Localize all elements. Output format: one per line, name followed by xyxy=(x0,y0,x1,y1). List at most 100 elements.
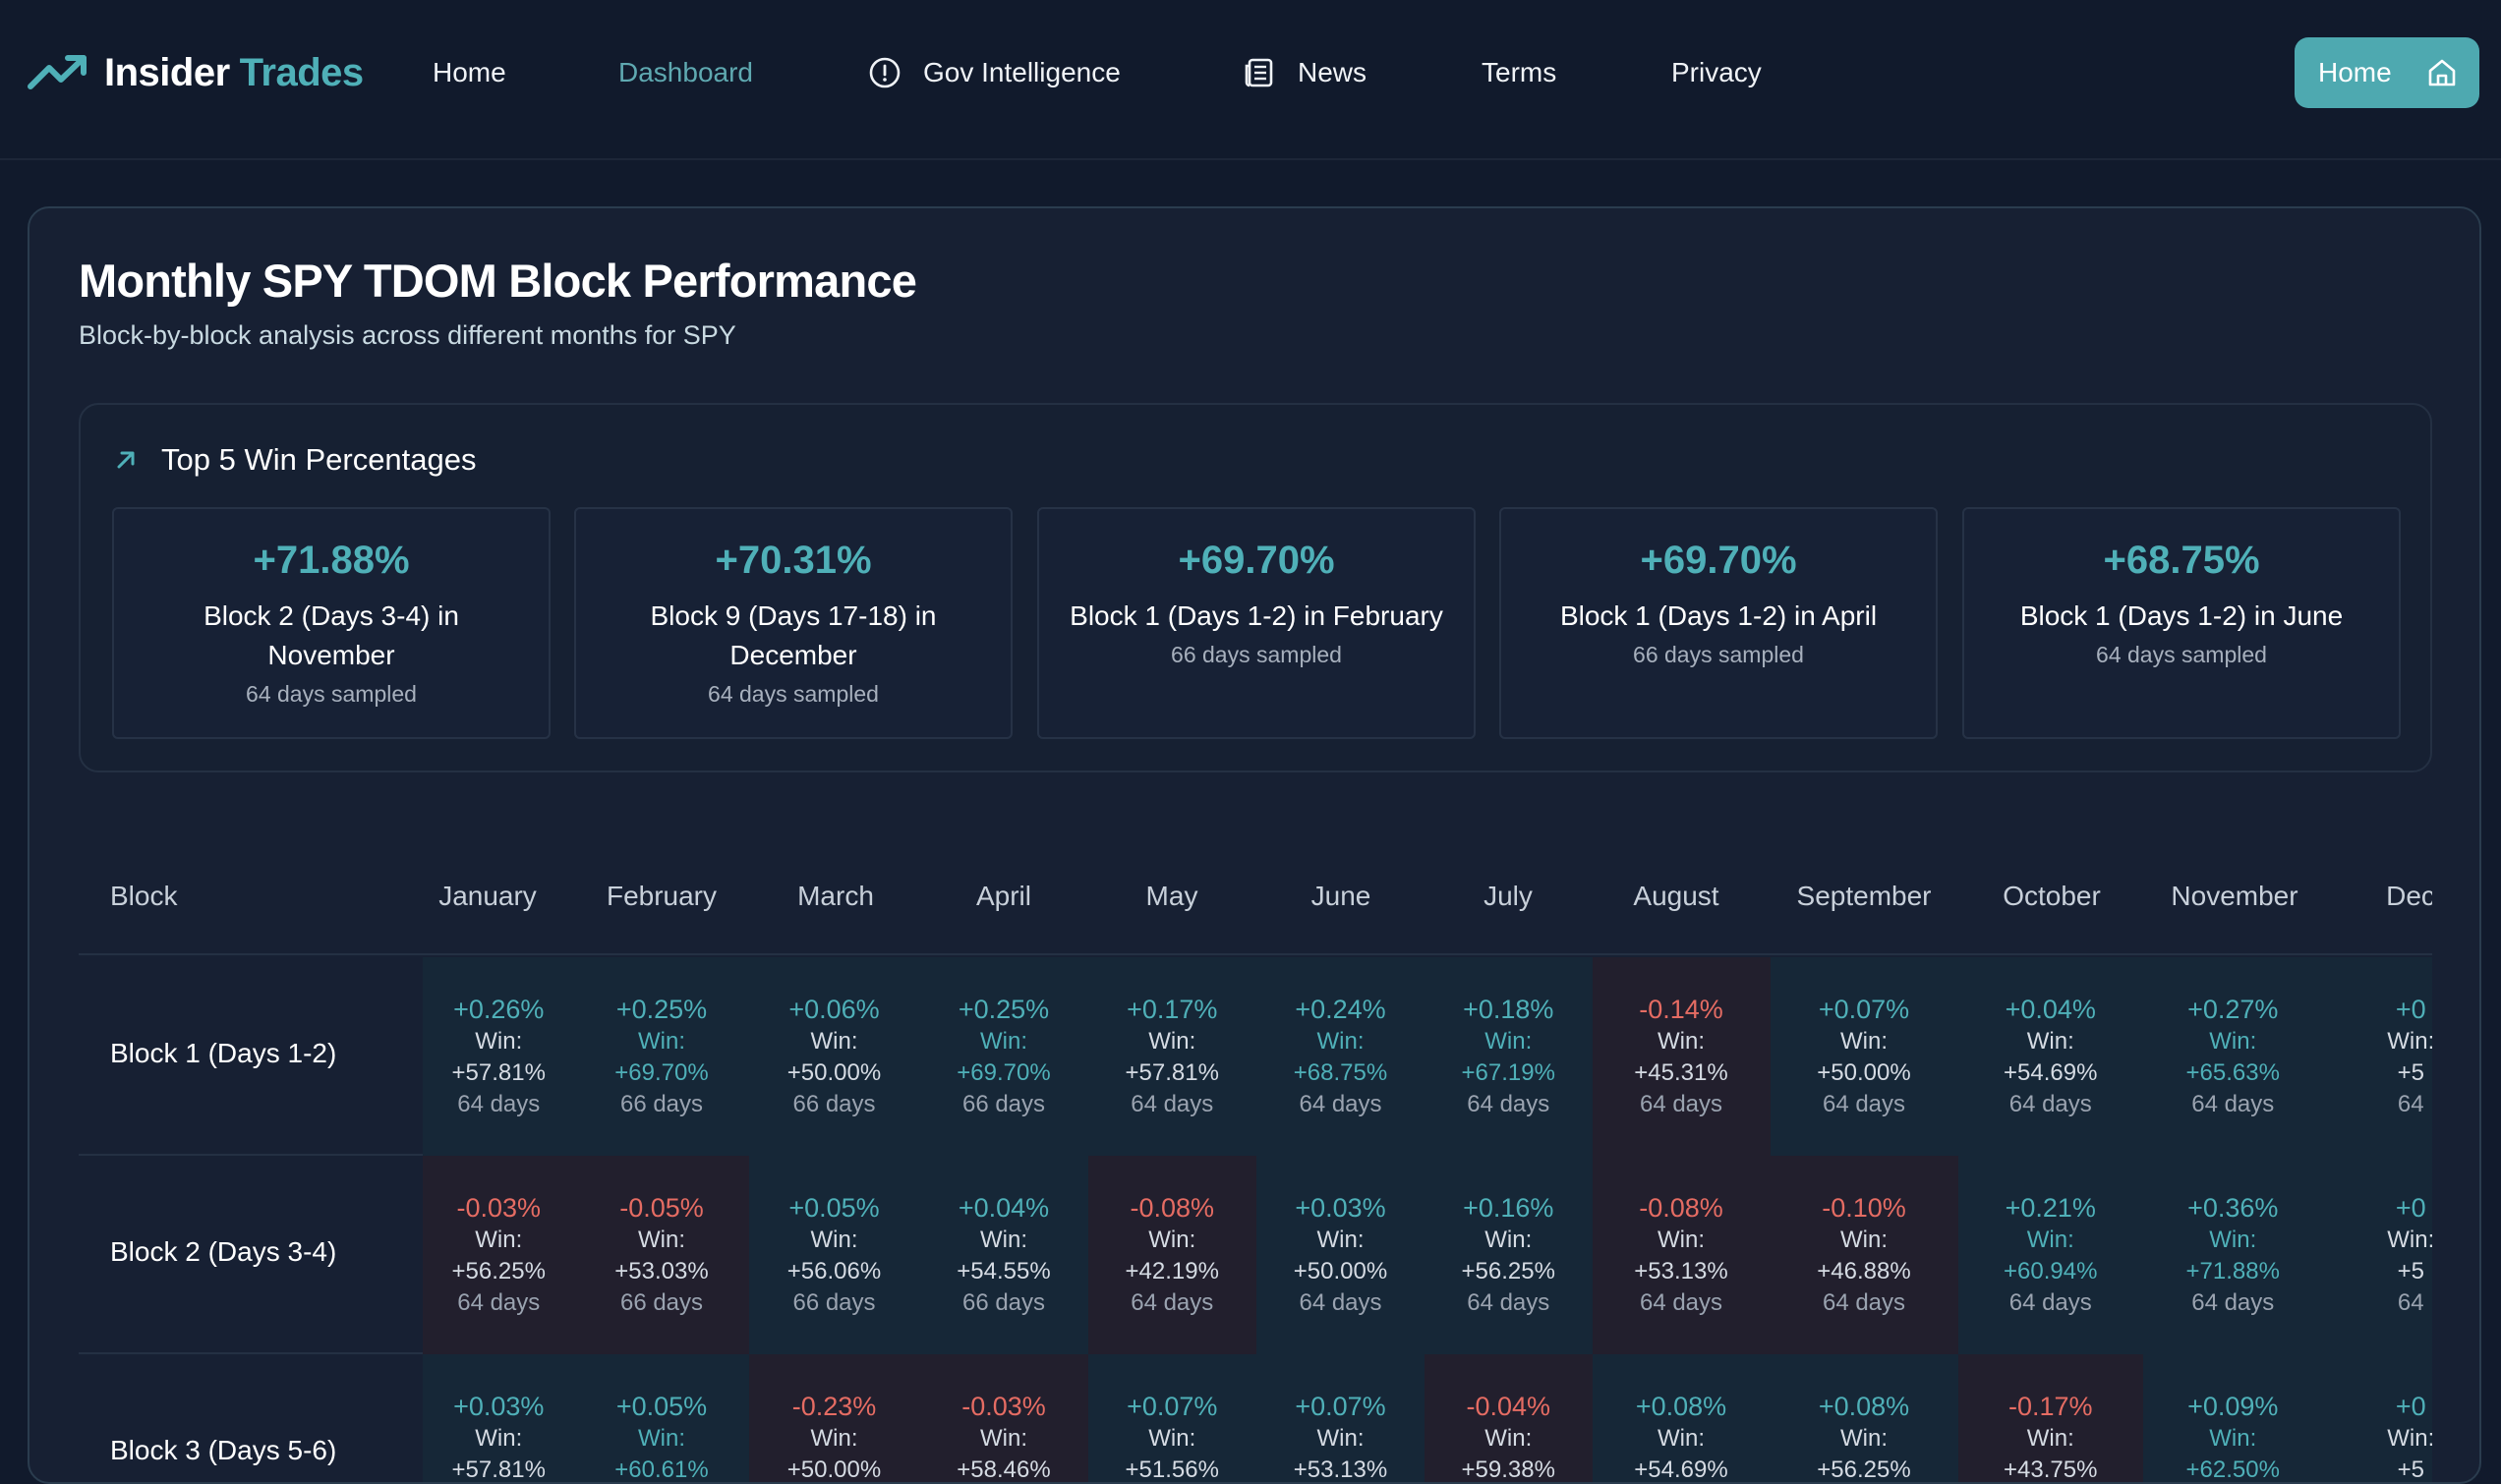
nav-link-label: Privacy xyxy=(1671,57,1762,87)
cell-return: -0.04% xyxy=(1466,1392,1551,1421)
cell-days: 66 days xyxy=(792,1091,876,1117)
column-header-month: May xyxy=(1145,881,1198,911)
cell-win-label: Win: xyxy=(810,1227,858,1253)
cell-days: 64 xyxy=(2397,1091,2424,1117)
column-header-month: January xyxy=(438,881,537,911)
table-cell: -0.03%Win:+58.46%65 days xyxy=(919,1354,1088,1482)
table-row: Block 1 (Days 1-2) +0.26% Win: +57.81% 64 da… xyxy=(79,957,2432,1156)
cell-win-label: Win: xyxy=(1658,1425,1705,1452)
nav-link-privacy[interactable]: Privacy xyxy=(1671,53,1762,92)
brand-name-primary: Insider xyxy=(104,50,230,94)
cell-win-label: Win: xyxy=(638,1425,685,1452)
cell-win-rate: +50.00% xyxy=(786,1059,882,1086)
cell-win-rate: +5 xyxy=(2397,1456,2424,1483)
cell-win-rate: +60.61% xyxy=(614,1456,709,1483)
home-button[interactable]: Home xyxy=(2295,37,2479,108)
cell-win-rate: +65.63% xyxy=(2185,1059,2280,1086)
cell-days: 64 days xyxy=(2191,1091,2275,1117)
row-label: Block 2 (Days 3-4) xyxy=(110,1236,337,1267)
nav-link-label: Gov Intelligence xyxy=(923,57,1121,87)
column-header-month: November xyxy=(2171,881,2298,911)
cell-win-label: Win: xyxy=(980,1425,1027,1452)
column-header-month: September xyxy=(1796,881,1932,911)
cell-return: +0 xyxy=(2395,1392,2426,1421)
top-win-days: 64 days sampled xyxy=(246,681,417,707)
table-row: Block 2 (Days 3-4) -0.03% Win: +56.25% 64 da… xyxy=(79,1156,2432,1354)
top-win-days: 64 days sampled xyxy=(2096,642,2267,667)
cell-return: -0.17% xyxy=(2007,1392,2093,1421)
cell-win-label: Win: xyxy=(1840,1227,1888,1253)
top-win-heading: Top 5 Win Percentages xyxy=(114,442,477,478)
cell-win-label: Win: xyxy=(2209,1028,2257,1055)
table-cell: +0.27% Win: +65.63% 64 days xyxy=(2143,957,2323,1156)
cell-days: 64 days xyxy=(2191,1289,2275,1316)
cell-days: 64 days xyxy=(2008,1289,2092,1316)
nav-link-label: Terms xyxy=(1482,57,1557,87)
nav-link-dashboard[interactable]: Dashboard xyxy=(618,53,753,92)
cell-win-label: Win: xyxy=(2026,1028,2074,1055)
cell-win-rate: +46.88% xyxy=(1817,1258,1911,1284)
cell-win-rate: +69.70% xyxy=(957,1059,1051,1086)
cell-win-label: Win: xyxy=(2209,1425,2257,1452)
table-row: Block 3 (Days 5-6)+0.03%Win:+57.81%64 da… xyxy=(79,1354,2432,1483)
cell-return: -0.05% xyxy=(619,1193,704,1223)
cell-win-rate: +53.03% xyxy=(614,1258,709,1284)
cell-days: 64 days xyxy=(1299,1289,1382,1316)
cell-days: 64 days xyxy=(1822,1289,1906,1316)
cell-days: 64 days xyxy=(1131,1289,1214,1316)
cell-win-label: Win: xyxy=(475,1425,523,1452)
cell-return: +0.27% xyxy=(2187,995,2279,1024)
table-cell: +0.18% Win: +67.19% 64 days xyxy=(1425,957,1593,1156)
cell-win-rate: +56.06% xyxy=(786,1258,882,1284)
cell-win-label: Win: xyxy=(1148,1028,1196,1055)
arrow-up-right-icon xyxy=(117,451,135,469)
table-cell: +0.05%Win:+60.61%66 days xyxy=(574,1354,749,1483)
nav-link-gov-intelligence[interactable]: Gov Intelligence xyxy=(868,53,1121,92)
table-cell: +0.07%Win:+51.56%64 days xyxy=(1087,1354,1256,1483)
cell-win-rate: +69.70% xyxy=(614,1059,709,1086)
cell-return: +0.05% xyxy=(788,1193,880,1223)
top-win-days: 64 days sampled xyxy=(708,681,879,707)
table-cell: +0.03% Win: +50.00% 64 days xyxy=(1256,1156,1425,1354)
cell-win-rate: +59.38% xyxy=(1461,1456,1555,1483)
top-win-card: +68.75% Block 1 (Days 1-2) in June 64 da… xyxy=(1962,507,2401,739)
table-cell: -0.08% Win: +53.13% 64 days xyxy=(1592,1156,1771,1354)
cell-return: +0 xyxy=(2395,1193,2426,1223)
top-win-heading-label: Top 5 Win Percentages xyxy=(161,442,477,477)
cell-days: 64 days xyxy=(1822,1091,1906,1117)
cell-win-rate: +45.31% xyxy=(1634,1059,1728,1086)
table-cell: +0.08%Win:+54.69%64 days xyxy=(1592,1354,1771,1482)
cell-win-label: Win: xyxy=(638,1028,685,1055)
cell-win-label: Win: xyxy=(638,1227,685,1253)
top-win-percent: +71.88% xyxy=(253,539,410,582)
top-win-percent: +69.70% xyxy=(1640,539,1797,582)
nav-link-label: News xyxy=(1298,57,1367,87)
cell-win-label: Win: xyxy=(1658,1028,1705,1055)
cell-win-rate: +68.75% xyxy=(1293,1059,1388,1086)
cell-return: +0.06% xyxy=(788,995,880,1024)
cell-return: +0.25% xyxy=(958,995,1050,1024)
block-performance-table[interactable]: Block January February March April May June Ju… xyxy=(79,837,2432,1483)
cell-win-rate: +60.94% xyxy=(2004,1258,2098,1284)
row-label: Block 3 (Days 5-6) xyxy=(110,1435,337,1465)
cell-return: +0.08% xyxy=(1635,1392,1727,1421)
alert-circle-icon xyxy=(869,57,901,88)
nav-link-terms[interactable]: Terms xyxy=(1482,53,1556,92)
column-header-month: March xyxy=(797,881,874,911)
cell-win-rate: +51.56% xyxy=(1125,1456,1219,1483)
cell-return: +0.07% xyxy=(1818,995,1910,1024)
cell-win-label: Win: xyxy=(980,1028,1027,1055)
brand-logo[interactable]: Insider Trades xyxy=(28,45,364,100)
column-header-month: Dec xyxy=(2386,881,2432,911)
cell-win-rate: +56.25% xyxy=(1461,1258,1555,1284)
cell-win-rate: +50.00% xyxy=(1293,1258,1388,1284)
cell-win-label: Win: xyxy=(1316,1028,1365,1055)
cell-win-label: Win: xyxy=(1316,1425,1365,1452)
cell-return: +0.08% xyxy=(1818,1392,1910,1421)
nav-link-home[interactable]: Home xyxy=(433,53,506,92)
table-cell: +0 Win: +5 64 xyxy=(2322,1156,2432,1354)
page-title: Monthly SPY TDOM Block Performance xyxy=(79,255,917,307)
nav-link-news[interactable]: News xyxy=(1243,53,1367,92)
cell-win-rate: +5 xyxy=(2397,1059,2424,1086)
cell-return: +0.21% xyxy=(2005,1193,2096,1223)
